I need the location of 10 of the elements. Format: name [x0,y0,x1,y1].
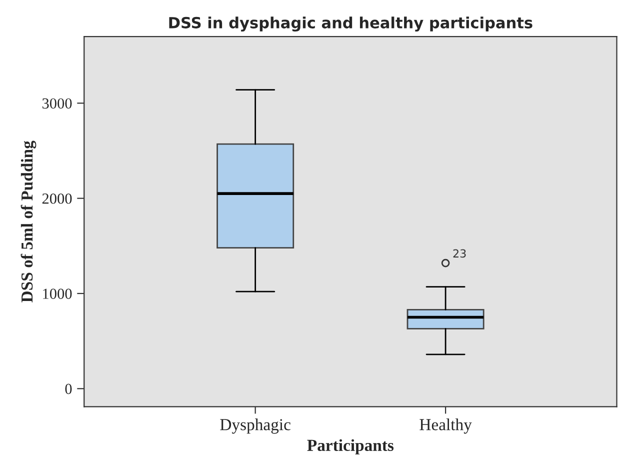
y-tick-label: 3000 [42,98,72,109]
y-tick-label: 0 [65,384,72,394]
chart-title: DSS in dysphagic and healthy participants [169,16,532,32]
x-tick-label: Healthy [420,418,472,434]
annotation: 23 [453,249,466,258]
x-axis-title: Participants [307,439,394,454]
y-tick-label: 2000 [42,193,72,204]
y-axis-title: DSS of 5ml of Pudding [20,140,36,302]
x-tick-label: Dysphagic [220,418,290,434]
y-tick-label: 1000 [43,288,72,299]
